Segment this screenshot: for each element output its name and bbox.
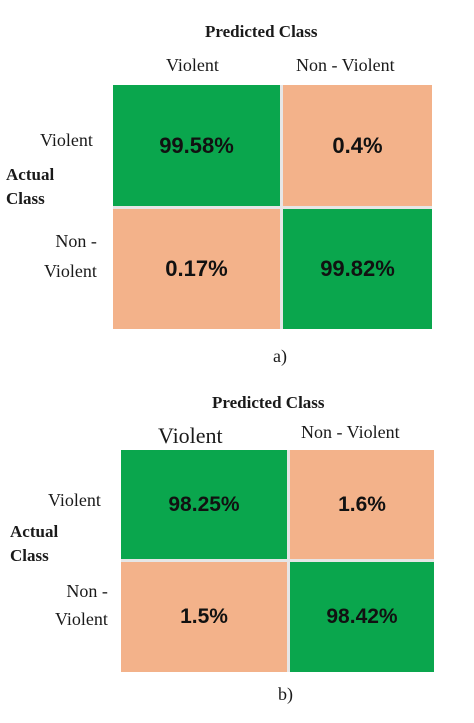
panel-b-actual-label-non-violent: Non - Violent [55,577,108,633]
panel-b-cell-violent-non-violent: 1.6% [290,450,434,559]
panel-b-actual-axis-label: Actual Class [10,520,58,568]
panel-a-actual-axis-label-line2: Class [6,189,45,208]
panel-b-actual-label-violent: Violent [48,490,101,510]
panel-a-actual-label-violent: Violent [40,130,93,150]
panel-b-matrix: 98.25% 1.6% 1.5% 98.42% [121,450,434,672]
panel-b-cell-non-violent-violent: 1.5% [121,562,287,672]
panel-b-cell-non-violent-non-violent: 98.42% [290,562,434,672]
panel-a-actual-label-non-violent-line2: Violent [44,261,97,281]
panel-a-cell-non-violent-non-violent: 99.82% [283,209,432,329]
panel-a-predicted-label-non-violent: Non - Violent [296,55,395,75]
panel-b-predicted-label-violent: Violent [158,423,223,448]
panel-b-predicted-label-non-violent: Non - Violent [301,422,400,442]
panel-b-cell-violent-violent: 98.25% [121,450,287,559]
panel-a-cell-non-violent-violent: 0.17% [113,209,280,329]
panel-a-cell-violent-violent: 99.58% [113,85,280,206]
panel-a-actual-axis-label: Actual Class [6,163,54,211]
panel-b-caption: b) [278,684,293,704]
panel-b-title: Predicted Class [212,393,325,412]
panel-a-actual-label-non-violent-line1: Non - [55,231,97,251]
panel-a-cell-violent-non-violent: 0.4% [283,85,432,206]
panel-b-actual-axis-label-line2: Class [10,546,49,565]
panel-b-actual-label-non-violent-line2: Violent [55,609,108,629]
panel-a-predicted-label-violent: Violent [166,55,219,75]
panel-a-matrix: 99.58% 0.4% 0.17% 99.82% [113,85,432,329]
panel-b-actual-label-non-violent-line1: Non - [66,581,108,601]
panel-a-actual-label-non-violent: Non - Violent [44,226,97,286]
panel-a-actual-axis-label-line1: Actual [6,165,55,184]
panel-b-actual-axis-label-line1: Actual [10,522,59,541]
panel-a-caption: a) [273,346,287,366]
panel-a-title: Predicted Class [205,22,318,41]
